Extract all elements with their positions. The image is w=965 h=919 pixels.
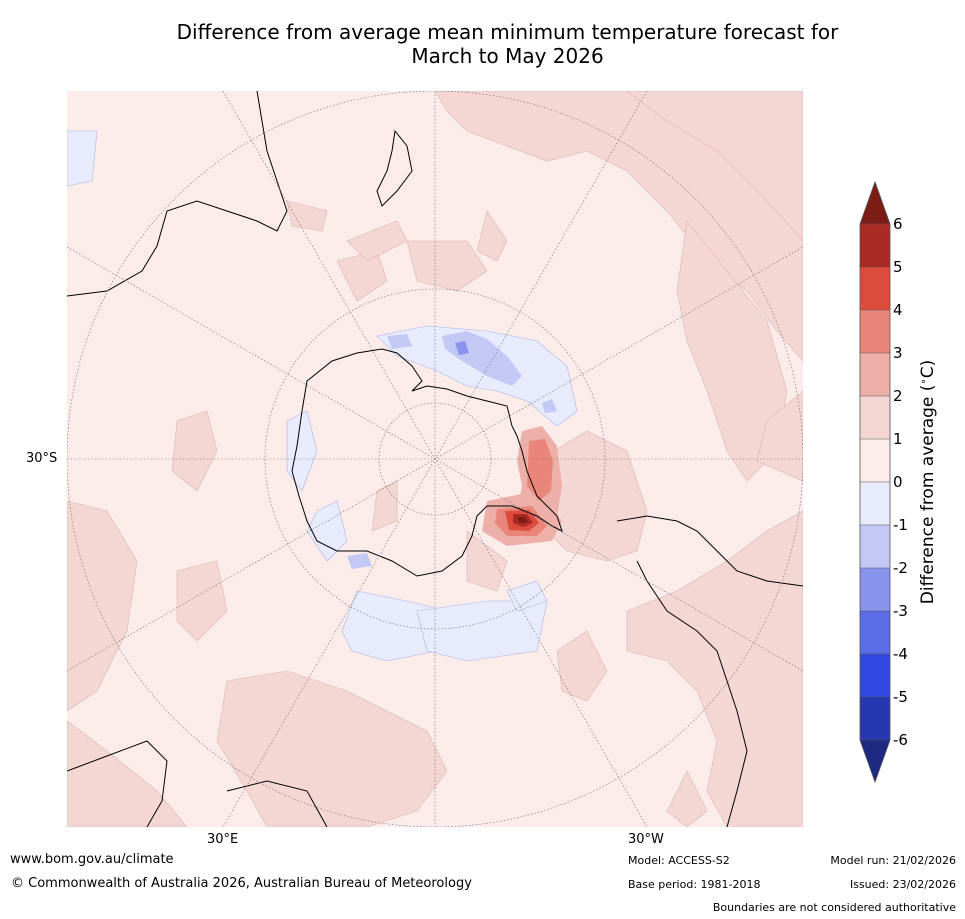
colorbar-ticks: 6 5 4 3 2 1 0 -1 -2 -3 -4 -5 -6	[860, 215, 908, 749]
anomaly-regions-minus3-to-minus2	[455, 341, 469, 355]
colorbar-extend-bottom	[860, 740, 890, 782]
colorbar-tick-label: 5	[893, 258, 903, 276]
colorbar-tick-label: -4	[893, 645, 908, 663]
colorbar-tick-label: 2	[893, 387, 903, 405]
colorbar-tick-label: -2	[893, 559, 908, 577]
antarctica-coastline	[291, 348, 563, 577]
colorbar-tick-label: -3	[893, 602, 908, 620]
title-line-2: March to May 2026	[411, 44, 604, 68]
map-title: Difference from average mean minimum tem…	[60, 20, 955, 68]
polar-map-svg	[67, 91, 803, 827]
title-line-1: Difference from average mean minimum tem…	[176, 20, 839, 44]
colorbar-tick-label: 0	[893, 473, 903, 491]
colorbar-title-suffix: C)	[918, 359, 938, 379]
colorbar-band-m5-to-m4	[860, 654, 890, 697]
latitude-label-30s: 30°S	[26, 451, 58, 466]
colorbar-extend-top	[860, 182, 890, 224]
colorbar-title-prefix: Difference from average (	[918, 384, 938, 605]
colorbar-svg: 6 5 4 3 2 1 0 -1 -2 -3 -4 -5 -6	[859, 180, 908, 784]
colorbar-band-m2-to-m1	[860, 525, 890, 568]
colorbar-band-m4-to-m3	[860, 611, 890, 654]
footer-base-period: Base period: 1981-2018	[628, 878, 761, 891]
colorbar-title-degree: ∘	[918, 378, 930, 385]
footer-issued: Issued: 23/02/2026	[849, 878, 956, 891]
africa-coastline	[67, 740, 328, 827]
colorbar-band-1-to-2	[860, 396, 890, 439]
colorbar-band-5-to-6	[860, 224, 890, 267]
south-america-coastline	[616, 515, 803, 827]
anomaly-regions-minus1-to-0	[67, 130, 578, 662]
colorbar-band-4-to-5	[860, 267, 890, 310]
colorbar-band-0-to-1	[860, 439, 890, 482]
polar-map	[67, 91, 803, 827]
graticule	[67, 91, 803, 827]
footer-website: www.bom.gov.au/climate	[10, 852, 174, 867]
colorbar-title: Difference from average (∘C)	[918, 360, 938, 604]
footer-model: Model: ACCESS-S2	[628, 854, 730, 867]
colorbar-band-3-to-4	[860, 310, 890, 353]
colorbar-tick-label: -5	[893, 688, 908, 706]
footer-disclaimer: Boundaries are not considered authoritat…	[712, 901, 956, 914]
colorbar-tick-label: 1	[893, 430, 903, 448]
colorbar-tick-label: -1	[893, 516, 908, 534]
longitude-label-30e: 30°E	[207, 832, 239, 847]
new-zealand-coastline	[376, 129, 413, 207]
footer-model-run: Model run: 21/02/2026	[830, 854, 956, 867]
colorbar: 6 5 4 3 2 1 0 -1 -2 -3 -4 -5 -6	[855, 180, 965, 785]
colorbar-band-m6-to-m5	[860, 697, 890, 740]
colorbar-tick-label: 4	[893, 301, 903, 319]
longitude-label-30w: 30°W	[628, 832, 664, 847]
footer-copyright: © Commonwealth of Australia 2026, Austra…	[11, 876, 472, 891]
colorbar-tick-label: 3	[893, 344, 903, 362]
colorbar-band-m3-to-m2	[860, 568, 890, 611]
colorbar-band-2-to-3	[860, 353, 890, 396]
colorbar-tick-label: -6	[893, 731, 908, 749]
colorbar-band-m1-to-0	[860, 482, 890, 525]
colorbar-tick-label: 6	[893, 215, 903, 233]
australia-coastline	[67, 91, 288, 297]
anomaly-regions-1-to-2	[67, 91, 803, 827]
anomaly-regions-above-6	[517, 517, 528, 523]
